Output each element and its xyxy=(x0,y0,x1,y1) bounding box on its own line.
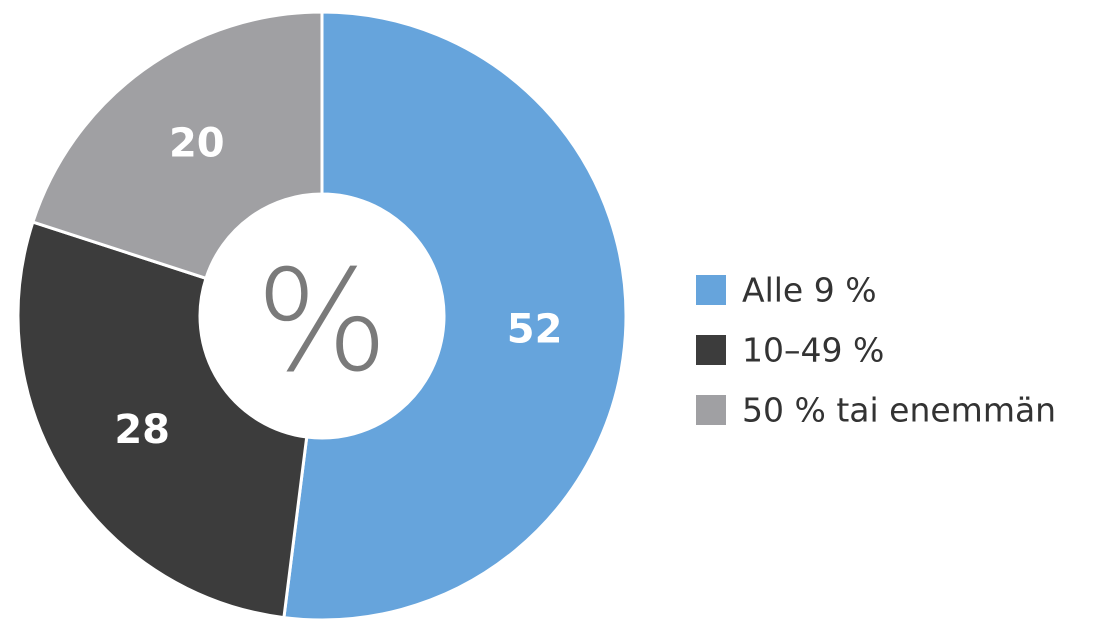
legend-text: 10–49 % xyxy=(742,331,884,370)
legend-text: Alle 9 % xyxy=(742,271,877,310)
slice xyxy=(30,10,324,281)
slice-label: 20 xyxy=(169,121,225,167)
legend-text: 50 % tai enemmän xyxy=(742,391,1056,430)
center-label: % xyxy=(255,241,388,404)
legend-swatch xyxy=(696,275,726,305)
slice xyxy=(282,10,628,622)
slice-label: 52 xyxy=(507,306,563,352)
slice xyxy=(16,220,309,620)
slice-label: 28 xyxy=(114,407,170,453)
legend-swatch xyxy=(696,395,726,425)
legend-swatch xyxy=(696,335,726,365)
